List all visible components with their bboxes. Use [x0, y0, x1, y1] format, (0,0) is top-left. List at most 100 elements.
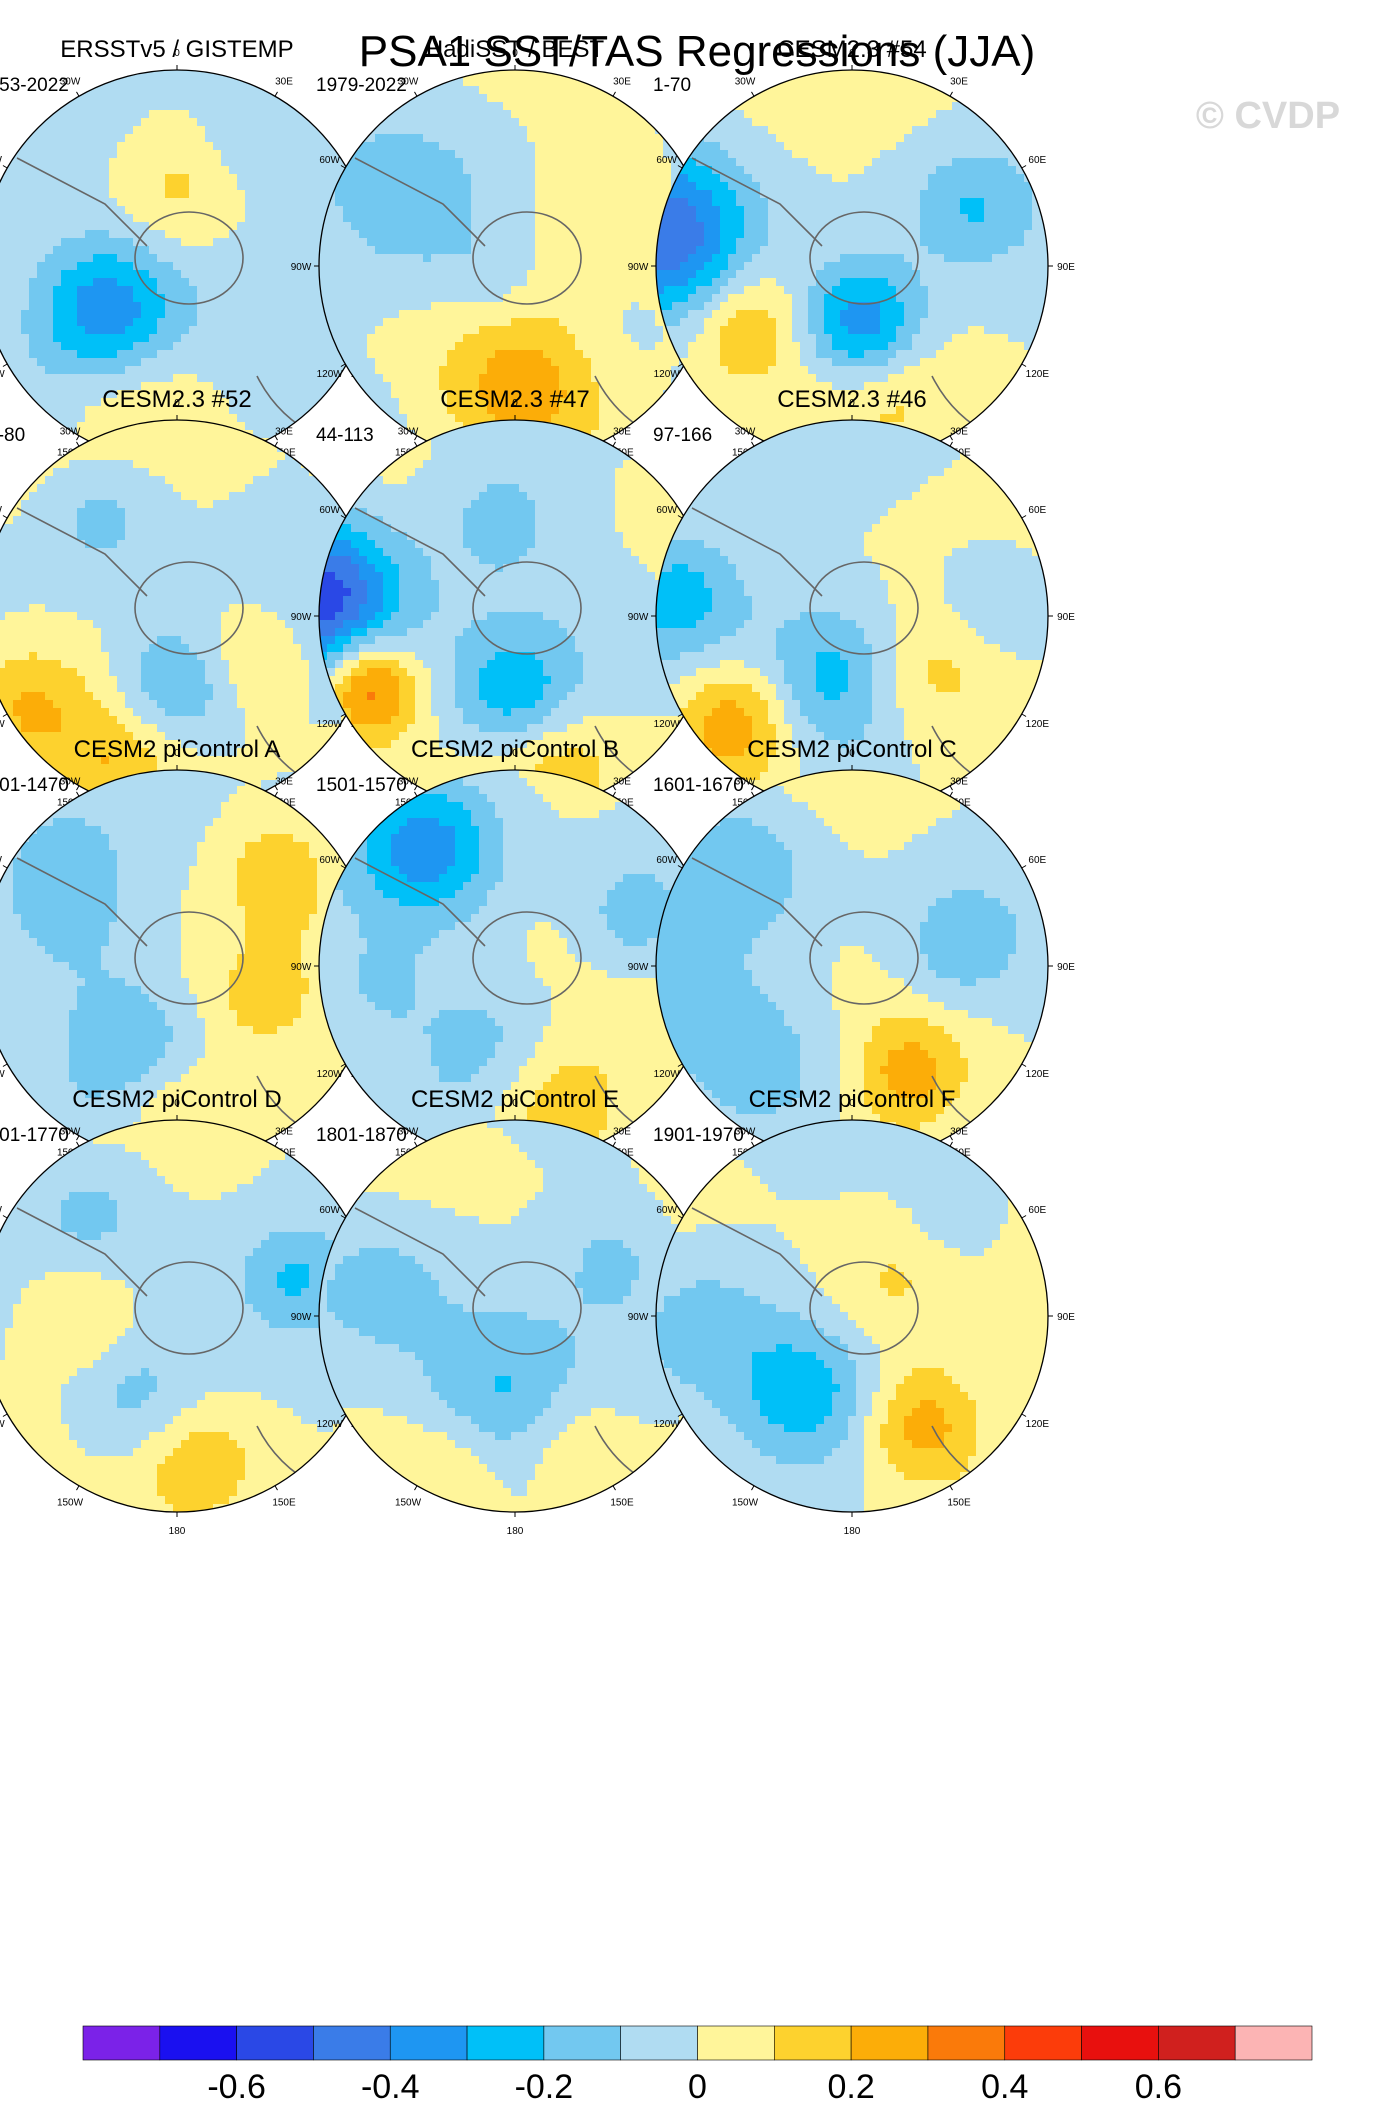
field-cell	[639, 198, 648, 207]
field-cell	[487, 158, 496, 167]
field-cell	[13, 182, 22, 191]
field-cell	[407, 190, 416, 199]
field-cell	[205, 262, 214, 271]
field-cell	[285, 134, 294, 143]
field-cell	[0, 230, 6, 239]
field-cell	[463, 142, 472, 151]
field-cell	[599, 430, 608, 439]
field-cell	[551, 326, 560, 335]
field-cell	[141, 382, 150, 391]
field-cell	[325, 118, 334, 127]
field-cell	[117, 222, 126, 231]
field-cell	[695, 94, 704, 103]
field-cell	[407, 222, 416, 231]
field-cell	[141, 358, 150, 367]
field-cell	[391, 358, 400, 367]
field-cell	[21, 198, 30, 207]
field-cell	[559, 198, 568, 207]
field-cell	[399, 302, 408, 311]
field-cell	[463, 206, 472, 215]
field-cell	[253, 414, 262, 423]
field-cell	[375, 270, 384, 279]
field-cell	[335, 110, 344, 119]
field-cell	[639, 286, 648, 295]
field-cell	[45, 318, 54, 327]
field-cell	[535, 198, 544, 207]
field-cell	[423, 326, 432, 335]
field-cell	[816, 78, 825, 87]
field-cell	[407, 406, 416, 415]
lon-label: 90W	[291, 262, 312, 273]
field-cell	[343, 262, 352, 271]
field-cell	[647, 358, 656, 367]
field-cell	[77, 134, 86, 143]
field-cell	[407, 278, 416, 287]
field-cell	[253, 238, 262, 247]
field-cell	[69, 126, 78, 135]
field-cell	[463, 158, 472, 167]
field-cell	[511, 318, 520, 327]
field-cell	[439, 222, 448, 231]
field-cell	[471, 78, 480, 87]
field-cell	[277, 142, 286, 151]
field-cell	[237, 366, 246, 375]
field-cell	[655, 342, 664, 351]
field-cell	[53, 318, 62, 327]
field-cell	[245, 302, 254, 311]
field-cell	[383, 230, 392, 239]
field-cell	[615, 358, 624, 367]
field-cell	[117, 102, 126, 111]
field-cell	[109, 382, 118, 391]
field-cell	[133, 230, 142, 239]
field-cell	[5, 110, 14, 119]
field-cell	[543, 374, 552, 383]
field-cell	[471, 318, 480, 327]
field-cell	[277, 270, 286, 279]
field-cell	[639, 174, 648, 183]
field-cell	[301, 150, 310, 159]
field-cell	[607, 102, 616, 111]
field-cell	[543, 246, 552, 255]
field-cell	[189, 358, 198, 367]
field-cell	[117, 134, 126, 143]
field-cell	[383, 134, 392, 143]
field-cell	[631, 134, 640, 143]
field-cell	[487, 318, 496, 327]
field-cell	[77, 214, 86, 223]
field-cell	[5, 126, 14, 135]
field-cell	[407, 358, 416, 367]
field-cell	[671, 126, 680, 135]
field-cell	[583, 110, 592, 119]
field-cell	[93, 86, 102, 95]
field-cell	[45, 174, 54, 183]
field-cell	[277, 374, 286, 383]
field-cell	[277, 366, 286, 375]
field-cell	[29, 430, 38, 439]
field-cell	[5, 350, 14, 359]
field-cell	[61, 326, 70, 335]
field-cell	[101, 222, 110, 231]
field-cell	[391, 198, 400, 207]
field-cell	[639, 222, 648, 231]
field-cell	[535, 158, 544, 167]
field-cell	[5, 326, 14, 335]
field-cell	[407, 326, 416, 335]
field-cell	[519, 270, 528, 279]
field-cell	[341, 398, 350, 407]
field-cell	[269, 310, 278, 319]
field-cell	[45, 422, 54, 431]
field-cell	[615, 206, 624, 215]
field-cell	[157, 118, 166, 127]
field-cell	[423, 166, 432, 175]
field-cell	[29, 166, 38, 175]
field-cell	[479, 334, 488, 343]
field-cell	[37, 430, 46, 439]
lon-label: 30W	[398, 77, 419, 88]
field-cell	[327, 398, 336, 407]
field-cell	[543, 366, 552, 375]
field-cell	[253, 390, 262, 399]
field-cell	[317, 142, 326, 151]
field-cell	[407, 142, 416, 151]
field-cell	[53, 390, 62, 399]
field-cell	[447, 150, 456, 159]
